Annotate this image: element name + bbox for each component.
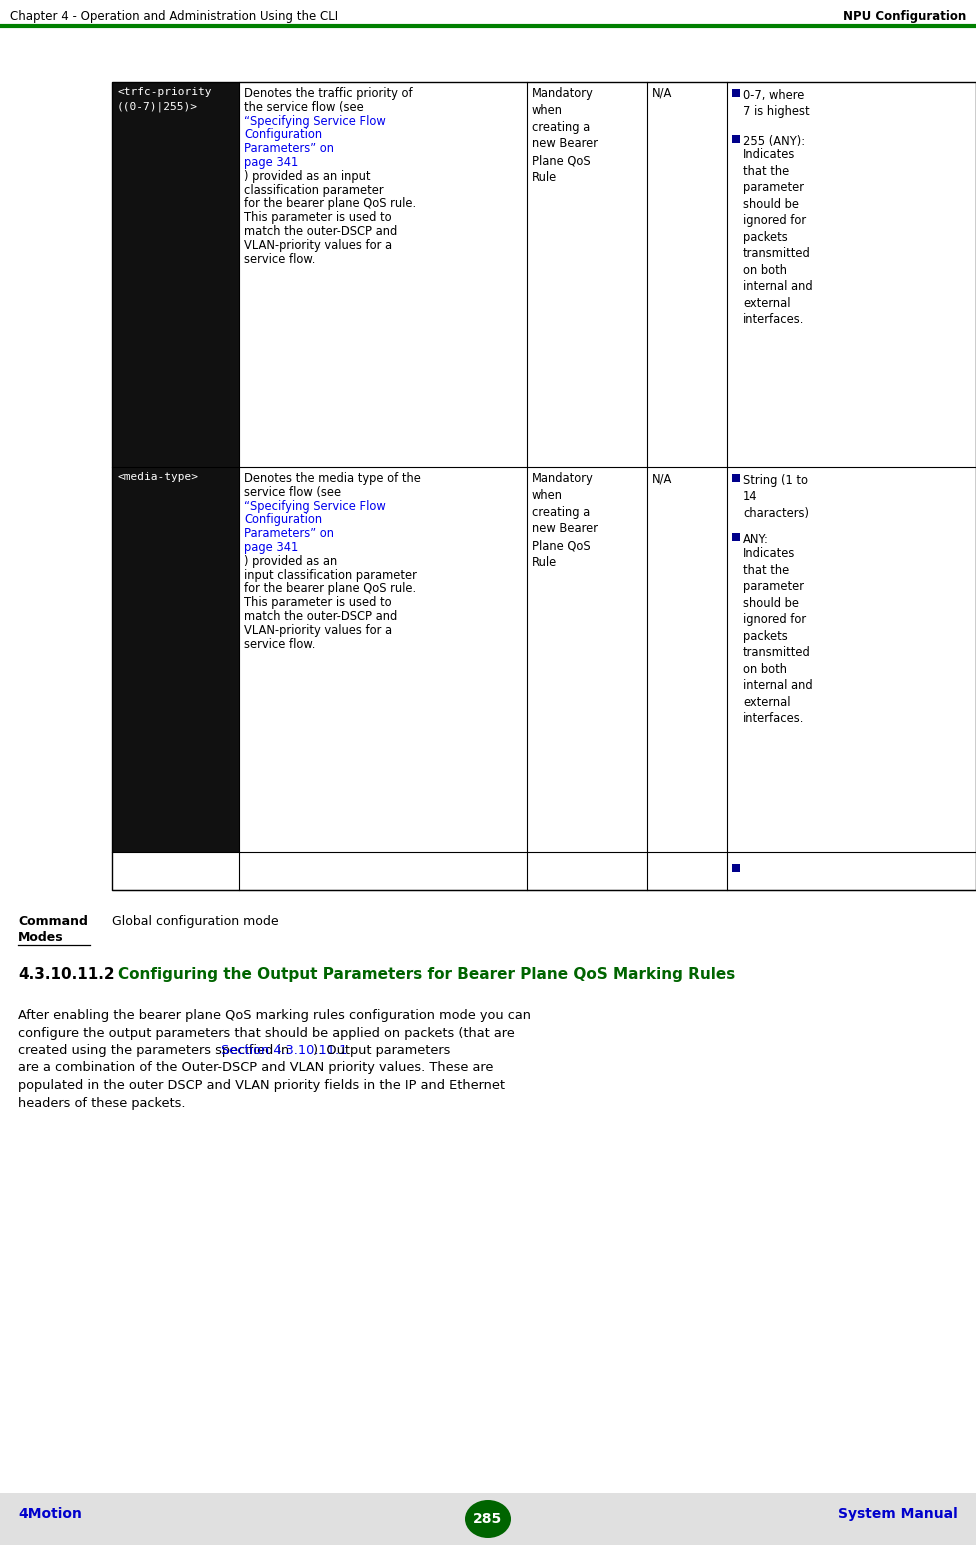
Text: <trfc-priority: <trfc-priority [117,87,212,97]
Bar [112,82,976,890]
Text: Denotes the media type of the: Denotes the media type of the [244,473,421,485]
Text: Indicates
that the
parameter
should be
ignored for
packets
transmitted
on both
i: Indicates that the parameter should be i… [743,547,813,725]
Text: Indicates
that the
parameter
should be
ignored for
packets
transmitted
on both
i: Indicates that the parameter should be i… [743,148,813,326]
Text: VLAN-priority values for a: VLAN-priority values for a [244,239,392,252]
Text: N/A: N/A [652,473,672,485]
Text: page 341: page 341 [244,541,299,555]
Text: Parameters” on: Parameters” on [244,527,334,541]
Text: Mandatory
when
creating a
new Bearer
Plane QoS
Rule: Mandatory when creating a new Bearer Pla… [532,87,598,184]
Text: Configuration: Configuration [244,513,322,527]
Text: ((0-7)|255)>: ((0-7)|255)> [117,100,198,111]
Text: for the bearer plane QoS rule.: for the bearer plane QoS rule. [244,198,416,210]
Text: Configuring the Output Parameters for Bearer Plane QoS Marking Rules: Configuring the Output Parameters for Be… [118,967,735,983]
Text: the service flow (see: the service flow (see [244,100,364,114]
Text: N/A: N/A [652,87,672,100]
Text: <media-type>: <media-type> [117,473,198,482]
Text: page 341: page 341 [244,156,299,168]
Text: match the outer-DSCP and: match the outer-DSCP and [244,226,397,238]
Bar [732,134,740,142]
Bar [112,82,239,467]
Text: VLAN-priority values for a: VLAN-priority values for a [244,624,392,637]
Text: populated in the outer DSCP and VLAN priority fields in the IP and Ethernet: populated in the outer DSCP and VLAN pri… [18,1078,505,1092]
Text: This parameter is used to: This parameter is used to [244,596,391,609]
Text: Parameters” on: Parameters” on [244,142,334,154]
Text: are a combination of the Outer-DSCP and VLAN priority values. These are: are a combination of the Outer-DSCP and … [18,1061,494,1074]
Bar [732,864,740,871]
Text: ). Output parameters: ). Output parameters [313,1044,450,1057]
Text: Command
Modes: Command Modes [18,915,88,944]
Text: Configuration: Configuration [244,128,322,142]
Text: Chapter 4 - Operation and Administration Using the CLI: Chapter 4 - Operation and Administration… [10,9,338,23]
Text: headers of these packets.: headers of these packets. [18,1097,185,1109]
Text: service flow.: service flow. [244,252,315,266]
Text: NPU Configuration: NPU Configuration [842,9,966,23]
Text: Section 4.3.10.11.1: Section 4.3.10.11.1 [222,1044,347,1057]
Text: String (1 to
14
characters): String (1 to 14 characters) [743,474,809,521]
Text: 4.3.10.11.2: 4.3.10.11.2 [18,967,114,983]
Text: “Specifying Service Flow: “Specifying Service Flow [244,499,386,513]
Text: After enabling the bearer plane QoS marking rules configuration mode you can: After enabling the bearer plane QoS mark… [18,1009,531,1021]
Text: service flow.: service flow. [244,638,315,650]
Text: “Specifying Service Flow: “Specifying Service Flow [244,114,386,128]
Bar [732,533,740,541]
Bar [0,1492,976,1545]
Bar [732,90,740,97]
Text: 285: 285 [473,1513,503,1526]
Text: for the bearer plane QoS rule.: for the bearer plane QoS rule. [244,582,416,595]
Text: created using the parameters specified in: created using the parameters specified i… [18,1044,294,1057]
Bar [112,467,239,851]
Text: configure the output parameters that should be applied on packets (that are: configure the output parameters that sho… [18,1026,514,1040]
Text: This parameter is used to: This parameter is used to [244,212,391,224]
Text: 0-7, where
7 is highest: 0-7, where 7 is highest [743,90,810,119]
Text: 4Motion: 4Motion [18,1506,82,1520]
Text: Global configuration mode: Global configuration mode [112,915,278,929]
Text: service flow (see: service flow (see [244,485,342,499]
Text: 255 (ANY):: 255 (ANY): [743,134,805,148]
Text: ) provided as an: ) provided as an [244,555,338,569]
Ellipse shape [465,1500,511,1537]
Text: Denotes the traffic priority of: Denotes the traffic priority of [244,87,413,100]
Text: ) provided as an input: ) provided as an input [244,170,371,182]
Text: classification parameter: classification parameter [244,184,384,196]
Text: ANY:: ANY: [743,533,769,547]
Text: match the outer-DSCP and: match the outer-DSCP and [244,610,397,623]
Bar [732,474,740,482]
Text: System Manual: System Manual [838,1506,958,1520]
Text: Mandatory
when
creating a
new Bearer
Plane QoS
Rule: Mandatory when creating a new Bearer Pla… [532,473,598,569]
Text: input classification parameter: input classification parameter [244,569,417,581]
